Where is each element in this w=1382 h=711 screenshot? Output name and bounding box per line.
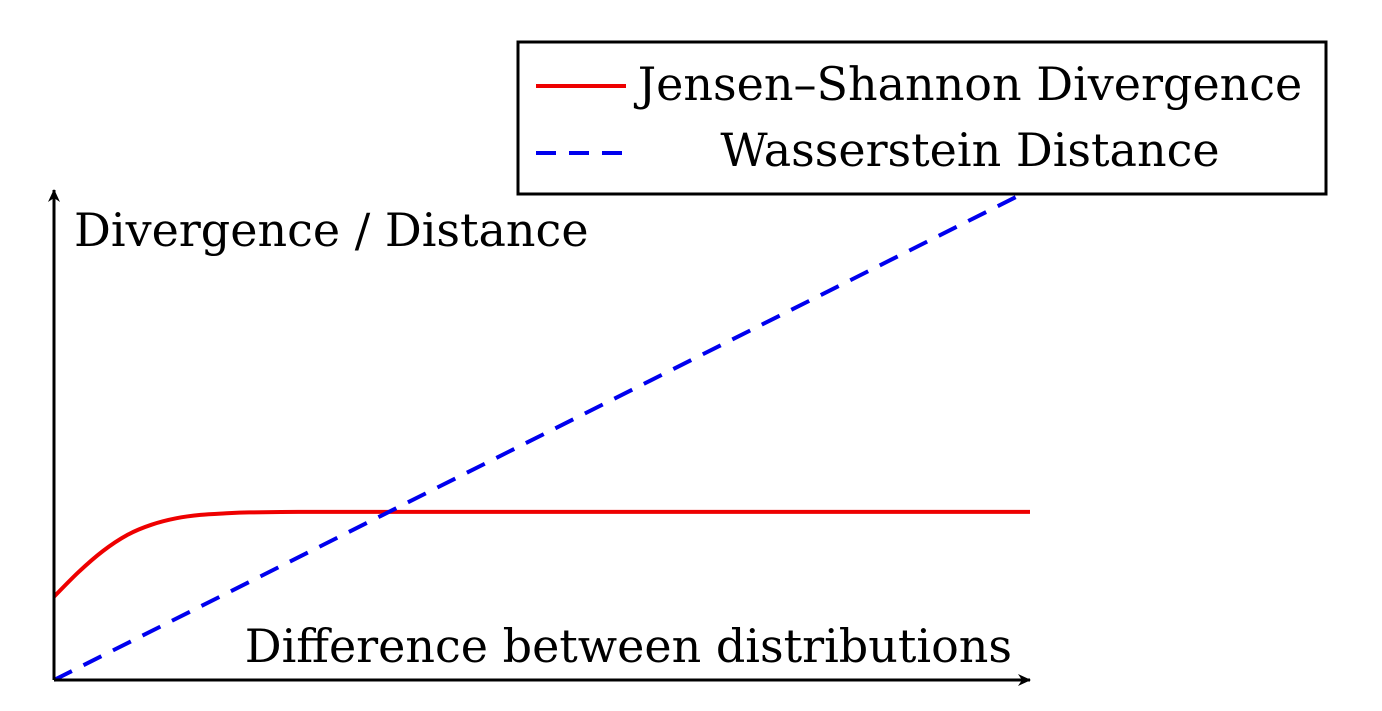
series-line-wasserstein (53, 188, 1031, 682)
x-axis-label: Difference between distributions (245, 619, 1012, 673)
series-line-jensen-shannon (52, 509, 1030, 599)
legend-label-jensen-shannon: Jensen–Shannon Divergence (634, 57, 1303, 111)
legend-label-wasserstein: Wasserstein Distance (720, 123, 1219, 177)
y-axis-label: Divergence / Distance (74, 203, 589, 257)
series-layer (52, 188, 1031, 682)
legend: Jensen–Shannon Divergence Wasserstein Di… (516, 40, 1328, 196)
legend-box (516, 40, 1328, 196)
